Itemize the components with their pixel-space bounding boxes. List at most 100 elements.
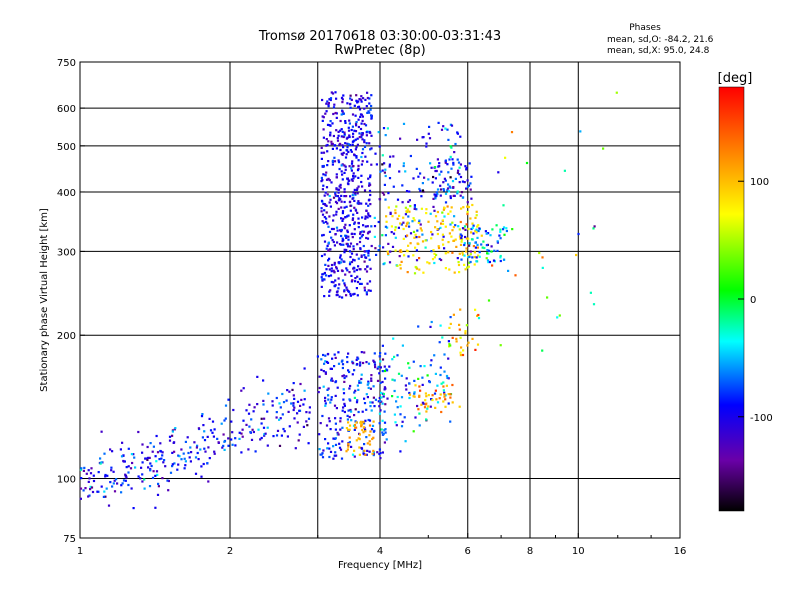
scatter-point <box>335 454 338 457</box>
scatter-point <box>341 279 345 282</box>
scatter-point <box>365 361 368 364</box>
scatter-point <box>278 444 282 447</box>
scatter-point <box>417 242 420 246</box>
scatter-point <box>442 381 445 384</box>
scatter-point <box>376 451 379 454</box>
scatter-point <box>439 226 442 229</box>
scatter-point <box>347 235 350 238</box>
x-tick-label: 10 <box>572 546 585 557</box>
scatter-point <box>438 165 441 168</box>
scatter-point <box>400 425 404 428</box>
scatter-point <box>321 279 324 282</box>
scatter-point <box>384 174 387 178</box>
scatter-point <box>451 229 454 232</box>
scatter-point <box>369 430 372 433</box>
scatter-point <box>388 177 392 180</box>
scatter-point <box>402 122 406 125</box>
scatter-point <box>354 148 357 151</box>
scatter-point <box>334 422 337 425</box>
scatter-point <box>345 450 348 453</box>
scatter-point <box>441 211 444 214</box>
scatter-point <box>464 332 467 335</box>
scatter-point <box>328 215 331 218</box>
scatter-point <box>428 125 431 128</box>
scatter-point <box>351 193 354 196</box>
scatter-point <box>335 129 338 132</box>
scatter-point <box>446 376 449 379</box>
scatter-point <box>272 435 275 438</box>
scatter-point <box>330 181 333 184</box>
scatter-point <box>325 138 328 141</box>
scatter-point <box>342 374 345 377</box>
scatter-points <box>79 91 618 510</box>
scatter-point <box>336 188 339 191</box>
scatter-point <box>443 370 446 373</box>
scatter-point <box>264 432 267 435</box>
scatter-point <box>384 225 387 228</box>
scatter-point <box>341 219 344 222</box>
scatter-point <box>326 222 329 225</box>
scatter-point <box>348 245 352 248</box>
scatter-point <box>348 415 351 419</box>
scatter-point <box>149 442 152 445</box>
scatter-point <box>339 148 342 152</box>
scatter-point <box>374 398 377 401</box>
scatter-point <box>499 228 502 231</box>
scatter-point <box>85 472 88 475</box>
scatter-point <box>413 207 416 210</box>
scatter-point <box>404 170 407 173</box>
scatter-point <box>499 230 502 233</box>
scatter-point <box>199 448 202 451</box>
scatter-point <box>457 261 460 264</box>
scatter-point <box>456 192 459 195</box>
scatter-point <box>458 173 461 176</box>
scatter-point <box>354 192 357 195</box>
scatter-point <box>100 461 103 464</box>
scatter-point <box>441 233 444 236</box>
scatter-point <box>499 254 502 258</box>
scatter-point <box>430 320 433 324</box>
scatter-point <box>323 253 326 256</box>
scatter-point <box>197 427 200 430</box>
scatter-point <box>383 162 386 165</box>
scatter-point <box>104 495 107 498</box>
scatter-point <box>354 209 358 212</box>
scatter-point <box>322 202 325 205</box>
scatter-point <box>470 227 473 231</box>
scatter-point <box>140 466 143 469</box>
scatter-point <box>456 257 459 260</box>
scatter-point <box>351 113 355 116</box>
scatter-point <box>396 264 399 267</box>
scatter-point <box>326 143 329 147</box>
scatter-point <box>372 396 375 399</box>
scatter-point <box>437 121 440 124</box>
scatter-point <box>436 401 440 404</box>
scatter-point <box>351 160 354 163</box>
scatter-point <box>457 225 460 228</box>
scatter-point <box>460 240 463 243</box>
scatter-point <box>421 136 424 139</box>
scatter-point <box>455 245 458 248</box>
scatter-point <box>333 160 337 163</box>
scatter-point <box>368 182 371 185</box>
scatter-point <box>449 210 452 213</box>
scatter-point <box>430 230 433 234</box>
scatter-point <box>449 155 452 158</box>
scatter-point <box>370 163 373 166</box>
scatter-point <box>347 445 350 448</box>
scatter-point <box>320 199 324 202</box>
scatter-point <box>367 386 370 389</box>
scatter-point <box>368 424 372 427</box>
scatter-point <box>164 465 167 468</box>
scatter-point <box>367 418 370 422</box>
scatter-point <box>333 156 336 159</box>
scatter-point <box>370 409 373 412</box>
scatter-point <box>341 409 344 412</box>
scatter-point <box>340 206 343 209</box>
scatter-point <box>346 215 349 218</box>
scatter-point <box>407 244 410 247</box>
scatter-point <box>96 490 99 493</box>
scatter-point <box>329 98 332 102</box>
scatter-point <box>471 256 474 259</box>
scatter-point <box>434 197 437 200</box>
